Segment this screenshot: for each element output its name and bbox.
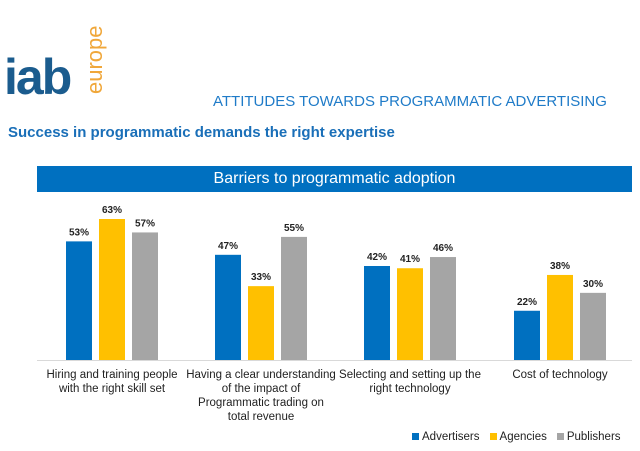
legend-swatch (556, 433, 564, 440)
legend-item: Advertisers (412, 431, 480, 443)
logo-iab-text: iab (4, 49, 72, 105)
data-label: 63% (102, 205, 122, 216)
bar-agencies (547, 274, 573, 360)
data-label: 57% (135, 218, 155, 229)
bar-agencies (99, 219, 125, 360)
category-label: Cost of technology (512, 369, 608, 381)
bar-advertisers (215, 254, 241, 360)
category-label: Hiring and training people with the righ… (46, 369, 178, 395)
bar-publishers (580, 292, 606, 360)
legend-label: Advertisers (422, 431, 480, 443)
bar-publishers (281, 236, 307, 360)
bar-agencies (397, 268, 423, 360)
data-label: 42% (367, 252, 387, 263)
bar-advertisers (66, 241, 92, 360)
iab-europe-logo: iab europe (4, 14, 114, 104)
data-label: 41% (400, 254, 420, 265)
legend-swatch (412, 433, 419, 440)
bar-advertisers (514, 310, 540, 360)
page-title: ATTITUDES TOWARDS PROGRAMMATIC ADVERTISI… (213, 93, 607, 110)
bar-publishers (132, 232, 158, 360)
data-label: 46% (433, 243, 453, 254)
legend: Advertisers Agencies Publishers (412, 431, 621, 443)
bar-publishers (430, 257, 456, 360)
bar-agencies (248, 286, 274, 360)
category-label: Having a clear understanding of the impa… (186, 369, 336, 423)
data-label: 53% (69, 227, 89, 238)
legend-item: Agencies (489, 431, 547, 443)
data-label: 33% (251, 272, 271, 283)
data-label: 22% (517, 297, 537, 308)
legend-item: Publishers (556, 431, 621, 443)
data-label: 38% (550, 261, 570, 272)
data-label: 30% (583, 279, 603, 290)
data-label: 55% (284, 223, 304, 234)
legend-label: Agencies (499, 431, 547, 443)
page-subtitle: Success in programmatic demands the righ… (8, 124, 395, 141)
legend-swatch (489, 433, 497, 440)
legend-label: Publishers (566, 431, 621, 443)
data-label: 47% (218, 241, 238, 252)
bar-advertisers (364, 266, 390, 360)
category-label: Selecting and setting up the right techn… (339, 369, 481, 395)
chart-title: Barriers to programmatic adoption (37, 166, 632, 192)
